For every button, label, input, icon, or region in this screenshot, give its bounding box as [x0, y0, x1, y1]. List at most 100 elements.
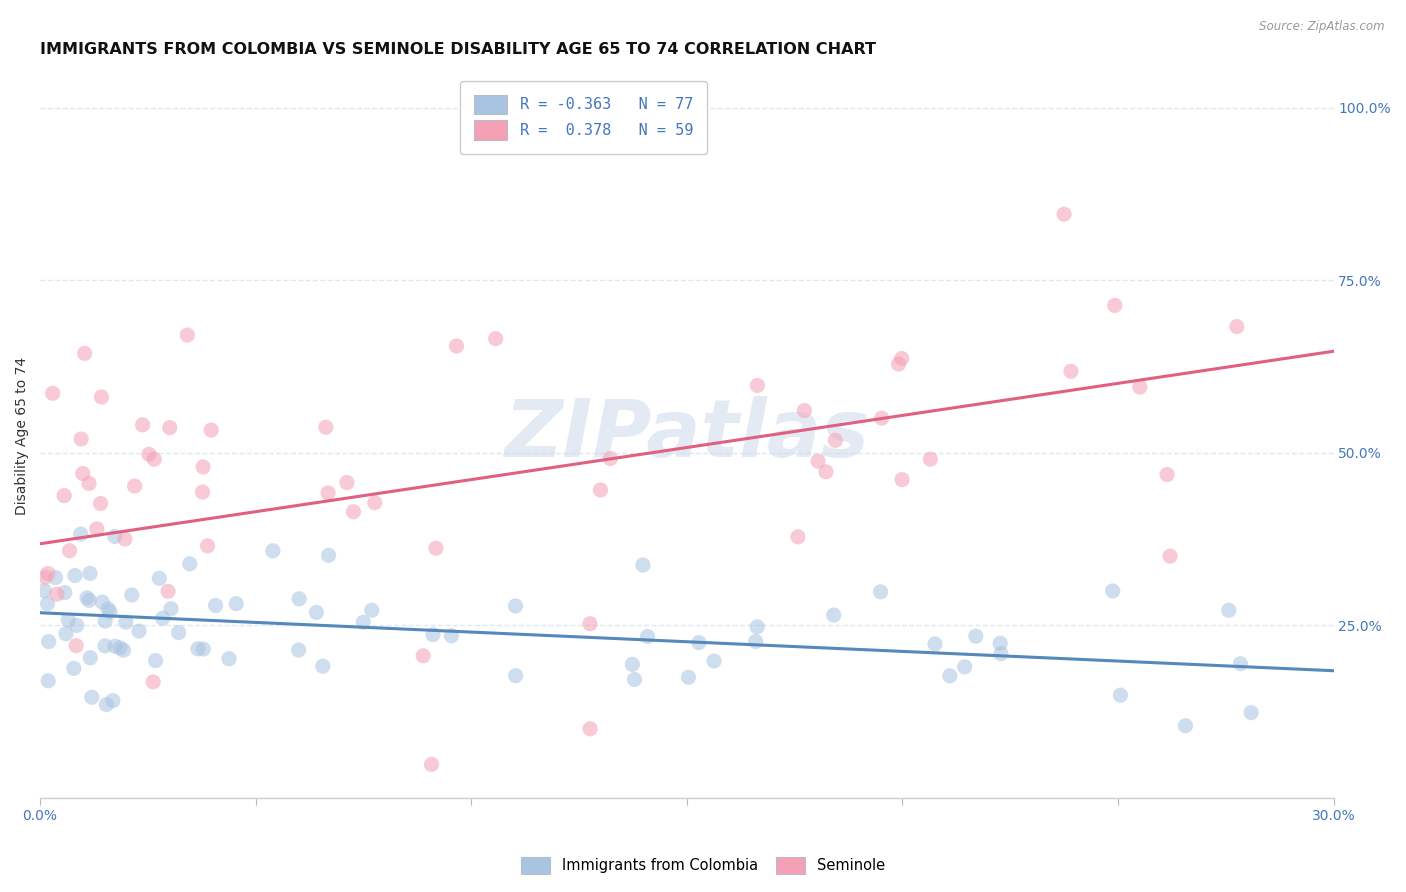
Point: [124, 479, 146, 493]
Point: [744, 634, 766, 648]
Point: [104, 639, 127, 653]
Point: [152, 611, 174, 625]
Point: [69, 527, 91, 541]
Point: [34, 570, 56, 584]
Point: [62, 661, 84, 675]
Point: [1104, 298, 1126, 312]
Point: [315, 420, 337, 434]
Point: [352, 615, 374, 630]
Point: [104, 529, 127, 543]
Point: [38, 634, 60, 648]
Point: [412, 648, 434, 663]
Point: [145, 654, 167, 668]
Point: [94, 614, 117, 628]
Point: [76, 591, 98, 605]
Point: [688, 635, 710, 649]
Point: [599, 451, 621, 466]
Point: [77, 593, 100, 607]
Point: [114, 615, 136, 629]
Point: [953, 660, 976, 674]
Point: [91, 595, 114, 609]
Point: [96, 698, 118, 712]
Point: [46, 587, 69, 601]
Point: [579, 722, 602, 736]
Point: [63, 568, 86, 582]
Point: [72, 467, 94, 481]
Point: [425, 541, 447, 556]
Point: [364, 496, 387, 510]
Point: [112, 643, 135, 657]
Point: [1240, 706, 1263, 720]
Point: [121, 588, 143, 602]
Point: [887, 357, 910, 371]
Point: [138, 447, 160, 461]
Point: [1101, 584, 1123, 599]
Point: [53, 489, 76, 503]
Point: [422, 627, 444, 641]
Point: [505, 599, 527, 613]
Point: [823, 607, 845, 622]
Point: [1226, 319, 1249, 334]
Point: [446, 339, 468, 353]
Point: [939, 669, 962, 683]
Point: [44, 571, 66, 585]
Point: [148, 571, 170, 585]
Point: [34, 583, 56, 598]
Point: [187, 641, 209, 656]
Point: [191, 485, 214, 500]
Point: [869, 584, 891, 599]
Point: [1174, 719, 1197, 733]
Point: [1053, 207, 1076, 221]
Point: [98, 605, 121, 619]
Point: [94, 639, 117, 653]
Point: [579, 616, 602, 631]
Point: [128, 624, 150, 638]
Point: [637, 630, 659, 644]
Point: [142, 674, 165, 689]
Point: [485, 332, 508, 346]
Point: [1229, 657, 1251, 671]
Point: [990, 647, 1012, 661]
Point: [73, 346, 96, 360]
Point: [225, 597, 247, 611]
Point: [157, 584, 180, 599]
Point: [316, 486, 339, 500]
Point: [90, 496, 112, 510]
Legend: Immigrants from Colombia, Seminole: Immigrants from Colombia, Seminole: [516, 851, 890, 880]
Point: [58, 543, 80, 558]
Point: [920, 452, 942, 467]
Point: [807, 454, 830, 468]
Point: [1129, 380, 1152, 394]
Point: [101, 693, 124, 707]
Point: [191, 459, 214, 474]
Point: [97, 602, 120, 616]
Point: [890, 351, 912, 366]
Point: [79, 566, 101, 581]
Point: [747, 378, 769, 392]
Point: [58, 613, 80, 627]
Point: [1060, 364, 1083, 378]
Point: [55, 627, 77, 641]
Point: [924, 637, 946, 651]
Point: [336, 475, 359, 490]
Point: [90, 390, 112, 404]
Point: [1218, 603, 1240, 617]
Y-axis label: Disability Age 65 to 74: Disability Age 65 to 74: [15, 357, 30, 515]
Point: [197, 539, 219, 553]
Point: [262, 543, 284, 558]
Point: [65, 639, 87, 653]
Point: [86, 522, 108, 536]
Point: [814, 465, 837, 479]
Point: [965, 629, 987, 643]
Point: [824, 434, 846, 448]
Point: [678, 670, 700, 684]
Point: [176, 328, 198, 343]
Point: [108, 640, 131, 655]
Point: [79, 650, 101, 665]
Point: [131, 417, 153, 432]
Point: [621, 657, 644, 672]
Point: [787, 530, 810, 544]
Legend: R = -0.363   N = 77, R =  0.378   N = 59: R = -0.363 N = 77, R = 0.378 N = 59: [460, 81, 707, 153]
Point: [870, 411, 893, 425]
Point: [793, 403, 815, 417]
